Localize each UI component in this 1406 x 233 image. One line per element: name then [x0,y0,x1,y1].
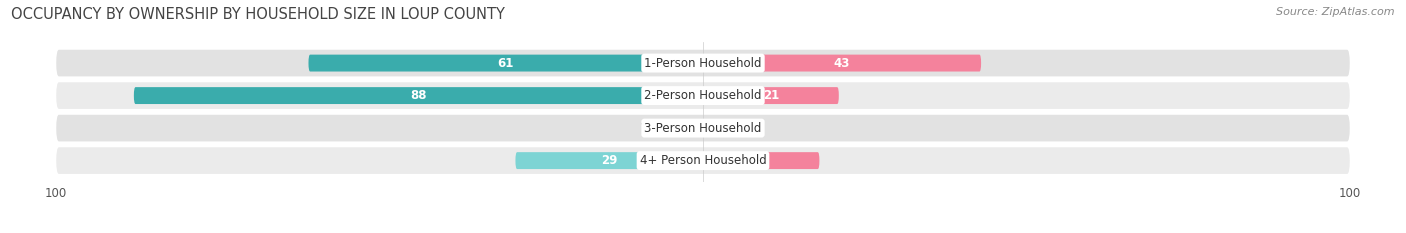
Text: 29: 29 [600,154,617,167]
Text: 4+ Person Household: 4+ Person Household [640,154,766,167]
FancyBboxPatch shape [703,152,820,169]
FancyBboxPatch shape [703,120,735,137]
FancyBboxPatch shape [703,87,839,104]
FancyBboxPatch shape [516,152,703,169]
FancyBboxPatch shape [658,120,703,137]
Text: 7: 7 [640,122,648,135]
Text: 3-Person Household: 3-Person Household [644,122,762,135]
FancyBboxPatch shape [56,147,1350,174]
FancyBboxPatch shape [703,55,981,72]
Text: 2-Person Household: 2-Person Household [644,89,762,102]
Text: OCCUPANCY BY OWNERSHIP BY HOUSEHOLD SIZE IN LOUP COUNTY: OCCUPANCY BY OWNERSHIP BY HOUSEHOLD SIZE… [11,7,505,22]
FancyBboxPatch shape [134,87,703,104]
Text: 21: 21 [763,89,779,102]
Text: 61: 61 [498,57,515,70]
Text: 5: 5 [745,122,754,135]
FancyBboxPatch shape [56,82,1350,109]
Text: 1-Person Household: 1-Person Household [644,57,762,70]
FancyBboxPatch shape [56,50,1350,76]
FancyBboxPatch shape [308,55,703,72]
Text: 88: 88 [411,89,426,102]
Text: 18: 18 [754,154,769,167]
FancyBboxPatch shape [56,115,1350,141]
Text: Source: ZipAtlas.com: Source: ZipAtlas.com [1277,7,1395,17]
Text: 43: 43 [834,57,851,70]
